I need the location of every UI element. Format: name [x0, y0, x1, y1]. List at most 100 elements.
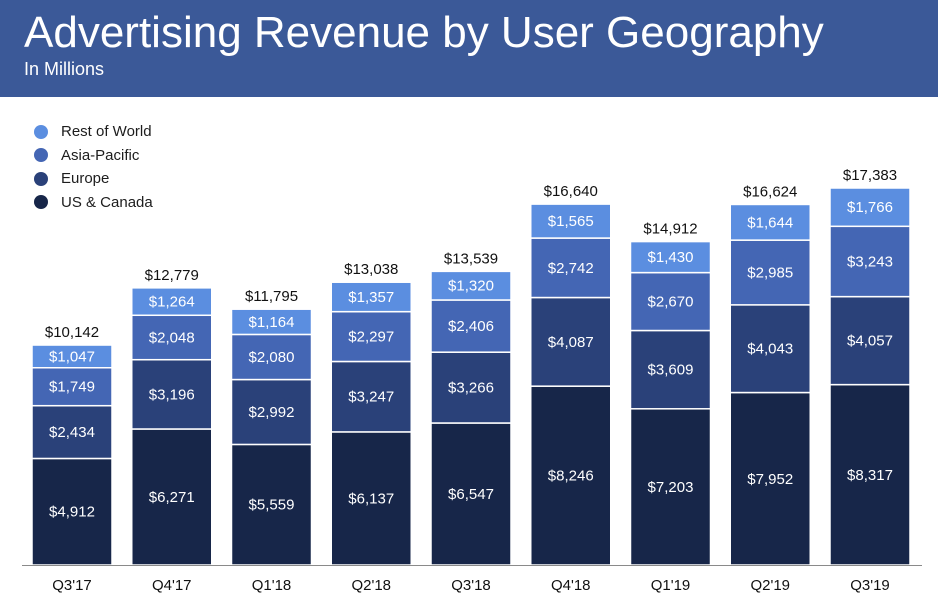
data-label-rest-of-world-q3-17: $1,047	[49, 348, 95, 365]
legend-dot-europe	[34, 171, 48, 186]
data-label-us-canada-q3-18: $6,547	[448, 486, 494, 503]
data-label-asia-pacific-q1-19: $2,670	[648, 294, 694, 311]
legend-dot-us-canada	[34, 195, 48, 210]
bar-segment-europe-q3-18	[430, 351, 512, 424]
legend: Rest of World Asia-Pacific Europe US & C…	[34, 120, 153, 214]
data-label-europe-q2-18: $3,247	[348, 389, 394, 406]
bar-segment-asia-pacific-q1-19	[629, 271, 712, 332]
bar-segment-rest-of-world-q2-19	[729, 203, 811, 241]
bar-segment-us-canada-q3-19	[829, 383, 911, 566]
bar-segment-us-canada-q2-18	[330, 431, 412, 566]
bar-segment-us-canada-q3-18	[430, 422, 512, 566]
x-tick-label-q3-19: Q3'19	[850, 577, 890, 594]
bar-segment-europe-q3-17	[31, 404, 113, 460]
data-label-rest-of-world-q1-19: $1,430	[648, 249, 694, 266]
data-label-asia-pacific-q1-18: $2,080	[249, 349, 295, 366]
bar-segment-us-canada-q2-19	[729, 391, 811, 566]
legend-dot-asia-pacific	[34, 148, 48, 163]
x-tick-label-q2-19: Q2'19	[750, 577, 790, 594]
total-label-q2-19: $16,624	[743, 183, 797, 200]
bar-segment-europe-q1-19	[629, 329, 712, 410]
legend-label-europe: Europe	[61, 170, 110, 188]
total-label-q1-19: $14,912	[643, 221, 697, 238]
x-tick-label-q2-18: Q2'18	[351, 577, 391, 594]
x-tick-label-q1-18: Q1'18	[252, 577, 292, 594]
bar-segment-asia-pacific-q2-19	[729, 239, 811, 306]
total-label-q3-18: $13,539	[444, 250, 498, 267]
data-label-us-canada-q2-18: $6,137	[348, 490, 394, 507]
data-label-rest-of-world-q4-18: $1,565	[548, 213, 594, 230]
data-label-europe-q4-18: $4,087	[548, 334, 594, 351]
bar-segment-rest-of-world-q3-18	[430, 270, 512, 301]
data-label-us-canada-q4-18: $8,246	[548, 468, 594, 485]
chart-title: Advertising Revenue by User Geography	[24, 8, 824, 57]
x-tick-label-q4-17: Q4'17	[152, 577, 192, 594]
x-tick-label-q1-19: Q1'19	[651, 577, 691, 594]
legend-label-asia-pacific: Asia-Pacific	[61, 146, 140, 164]
bar-segment-rest-of-world-q3-17	[31, 344, 113, 369]
bar-segment-europe-q2-18	[330, 360, 412, 433]
data-label-asia-pacific-q3-17: $1,749	[49, 379, 95, 396]
data-label-europe-q2-19: $4,043	[747, 341, 793, 358]
legend-item-europe: Europe	[34, 167, 153, 191]
total-label-q4-18: $16,640	[544, 183, 598, 200]
legend-item-rest-of-world: Rest of World	[34, 120, 153, 144]
bar-segment-us-canada-q1-19	[629, 408, 712, 566]
bar-segment-europe-q2-19	[729, 304, 811, 394]
bar-segment-europe-q1-18	[230, 378, 313, 446]
data-label-europe-q3-17: $2,434	[49, 424, 95, 441]
legend-dot-rest-of-world	[34, 124, 48, 139]
data-label-europe-q1-18: $2,992	[249, 404, 295, 421]
bar-segment-rest-of-world-q4-17	[131, 287, 213, 317]
data-label-asia-pacific-q2-18: $2,297	[348, 329, 394, 346]
data-label-asia-pacific-q3-18: $2,406	[448, 318, 494, 335]
bar-segment-asia-pacific-q4-18	[530, 237, 612, 299]
data-label-europe-q4-17: $3,196	[149, 386, 195, 403]
data-label-asia-pacific-q3-19: $3,243	[847, 253, 893, 270]
data-label-rest-of-world-q3-19: $1,766	[847, 199, 893, 216]
data-label-rest-of-world-q4-17: $1,264	[149, 294, 195, 311]
total-label-q4-17: $12,779	[145, 267, 199, 284]
data-label-europe-q3-19: $4,057	[847, 333, 893, 350]
data-label-us-canada-q3-19: $8,317	[847, 467, 893, 484]
data-label-europe-q1-19: $3,609	[648, 362, 694, 379]
bar-segment-rest-of-world-q4-18	[530, 203, 612, 239]
legend-label-rest-of-world: Rest of World	[61, 123, 152, 141]
data-label-europe-q3-18: $3,266	[448, 380, 494, 397]
bar-segment-rest-of-world-q1-19	[629, 240, 712, 274]
bar-segment-europe-q4-18	[530, 296, 612, 387]
total-label-q1-18: $11,795	[245, 288, 298, 305]
data-label-asia-pacific-q4-17: $2,048	[149, 329, 195, 346]
chart-subtitle: In Millions	[24, 59, 105, 79]
x-tick-label-q3-17: Q3'17	[52, 577, 92, 594]
x-tick-label-q4-18: Q4'18	[551, 577, 591, 594]
bar-segment-rest-of-world-q1-18	[230, 308, 313, 336]
data-label-us-canada-q1-18: $5,559	[249, 497, 295, 514]
data-label-us-canada-q4-17: $6,271	[149, 489, 195, 506]
data-label-rest-of-world-q2-19: $1,644	[747, 214, 793, 231]
legend-item-asia-pacific: Asia-Pacific	[34, 144, 153, 168]
bar-segment-europe-q3-19	[829, 295, 911, 386]
data-label-asia-pacific-q4-18: $2,742	[548, 260, 594, 277]
x-tick-label-q3-18: Q3'18	[451, 577, 491, 594]
total-label-q3-19: $17,383	[843, 167, 897, 184]
legend-label-us-canada: US & Canada	[61, 193, 153, 211]
bar-segment-us-canada-q4-18	[530, 385, 612, 566]
data-label-rest-of-world-q1-18: $1,164	[249, 314, 295, 331]
bar-segment-rest-of-world-q2-18	[330, 281, 412, 313]
header-banner: Advertising Revenue by User Geography In…	[0, 0, 938, 97]
total-label-q2-18: $13,038	[344, 261, 398, 278]
bar-segment-us-canada-q1-18	[230, 443, 313, 566]
data-label-rest-of-world-q3-18: $1,320	[448, 278, 494, 295]
data-label-asia-pacific-q2-19: $2,985	[747, 264, 793, 281]
bar-segment-us-canada-q3-17	[31, 457, 113, 566]
data-label-rest-of-world-q2-18: $1,357	[348, 289, 394, 306]
data-label-us-canada-q3-17: $4,912	[49, 504, 95, 521]
data-label-us-canada-q1-19: $7,203	[648, 479, 694, 496]
bar-segment-rest-of-world-q3-19	[829, 187, 911, 228]
bar-segment-asia-pacific-q1-18	[230, 333, 313, 381]
data-label-us-canada-q2-19: $7,952	[747, 471, 793, 488]
total-label-q3-17: $10,142	[45, 324, 99, 341]
legend-item-us-canada: US & Canada	[34, 191, 153, 215]
